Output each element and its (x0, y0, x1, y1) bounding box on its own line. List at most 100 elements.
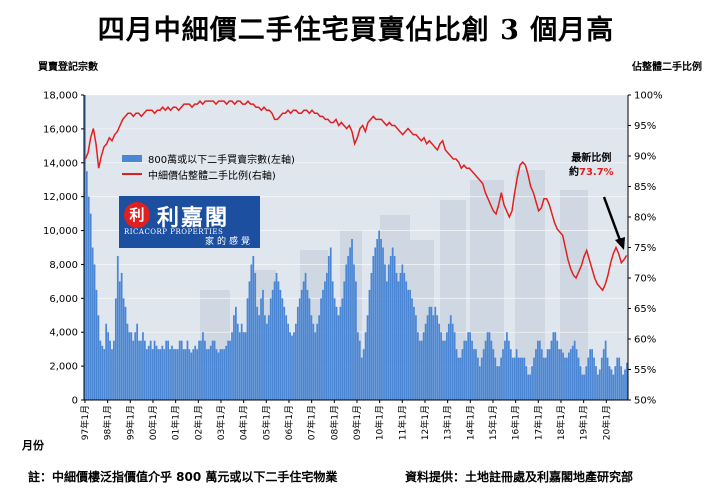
bar (575, 349, 578, 400)
bar (238, 332, 241, 400)
bar (471, 340, 473, 400)
bar (138, 340, 140, 400)
bar (260, 298, 262, 400)
bar (173, 349, 175, 400)
bar (225, 345, 228, 400)
bar (509, 349, 512, 400)
bar (401, 264, 404, 400)
bar (264, 315, 266, 400)
x-tick-label: 15年1月 (487, 405, 499, 440)
bar (589, 349, 592, 400)
y-right-tick-label: 95% (634, 121, 656, 132)
bar (295, 323, 297, 400)
bar (564, 357, 566, 400)
bar (384, 264, 386, 400)
y-right-tick-label: 70% (634, 274, 656, 285)
bar (434, 306, 437, 400)
bar (395, 272, 398, 400)
bar (314, 332, 317, 400)
bar (281, 298, 284, 400)
bar (310, 315, 313, 400)
bar (312, 323, 315, 400)
bar (351, 239, 353, 400)
bar (573, 340, 576, 400)
bar (364, 332, 367, 400)
bar (93, 264, 96, 400)
bar (624, 369, 626, 400)
bar (593, 357, 595, 400)
bar (391, 247, 394, 400)
bar (167, 340, 169, 400)
bar (455, 349, 458, 400)
legend-item-line: 中細價佔整體二手比例(右軸) (122, 166, 295, 182)
bar (362, 349, 365, 400)
bar (504, 340, 506, 400)
bar (240, 323, 243, 400)
y-left-tick-label: 4,000 (49, 328, 78, 339)
y-left-tick-label: 2,000 (49, 362, 78, 373)
bar (449, 315, 452, 400)
bar (399, 272, 402, 400)
bar (192, 349, 195, 400)
bar (500, 357, 502, 400)
y-right-tick-label: 75% (634, 243, 656, 254)
bar (87, 196, 90, 400)
bar (577, 357, 580, 400)
chart-title: 四月中細價二手住宅買賣佔比創 3 個月高 (97, 15, 615, 46)
bar (554, 332, 557, 400)
bar (608, 366, 611, 400)
bar (320, 298, 322, 400)
latest-ratio-annotation: 最新比例 約73.7% (569, 152, 614, 180)
bar (447, 323, 450, 400)
bar (349, 247, 351, 400)
y-left-tick-label: 0 (72, 396, 78, 407)
bar (99, 340, 102, 400)
bar-series (84, 95, 628, 400)
bar (202, 332, 204, 400)
bar (488, 332, 491, 400)
bar (494, 357, 497, 400)
bar (120, 272, 123, 400)
bar (409, 289, 411, 400)
ricacorp-logo: 利 利嘉閣 RICACORP PROPERTIES 家的感覺 (119, 196, 260, 248)
bar (540, 349, 543, 400)
bar (142, 332, 144, 400)
bar (318, 315, 320, 400)
bar (213, 340, 216, 400)
x-tick-label: 11年1月 (396, 405, 408, 440)
bar (556, 340, 559, 400)
x-tick-label: 18年1月 (555, 405, 567, 440)
y-left-tick-label: 6,000 (49, 294, 78, 305)
bar (473, 349, 475, 400)
x-tick-label: 09年1月 (351, 405, 363, 440)
bar (517, 357, 520, 400)
bar (132, 340, 135, 400)
bar (436, 315, 439, 400)
annotation-line1: 最新比例 (571, 153, 612, 164)
bar (581, 374, 584, 400)
bar (159, 349, 162, 400)
x-tick-label: 19年1月 (578, 405, 590, 440)
bar (502, 349, 504, 400)
bar (597, 374, 599, 400)
bar (302, 281, 305, 400)
bar (535, 349, 537, 400)
bar (492, 349, 495, 400)
bar (515, 349, 518, 400)
bar (360, 357, 363, 400)
bar (111, 349, 113, 400)
bar (506, 332, 508, 400)
bar (376, 239, 379, 400)
y-left-tick-label: 14,000 (43, 158, 78, 169)
bar (198, 340, 200, 400)
annotation-arrow (602, 196, 625, 250)
source-note: 資料提供：土地註冊處及利嘉閣地產研究部 (405, 470, 634, 484)
bar (151, 349, 154, 400)
bar (595, 366, 597, 400)
bar (343, 281, 346, 400)
bar (418, 340, 421, 400)
bar (407, 289, 410, 400)
y-right-tick-label: 100% (634, 91, 663, 102)
x-axis-title: 月份 (22, 439, 44, 452)
bar (113, 340, 115, 400)
